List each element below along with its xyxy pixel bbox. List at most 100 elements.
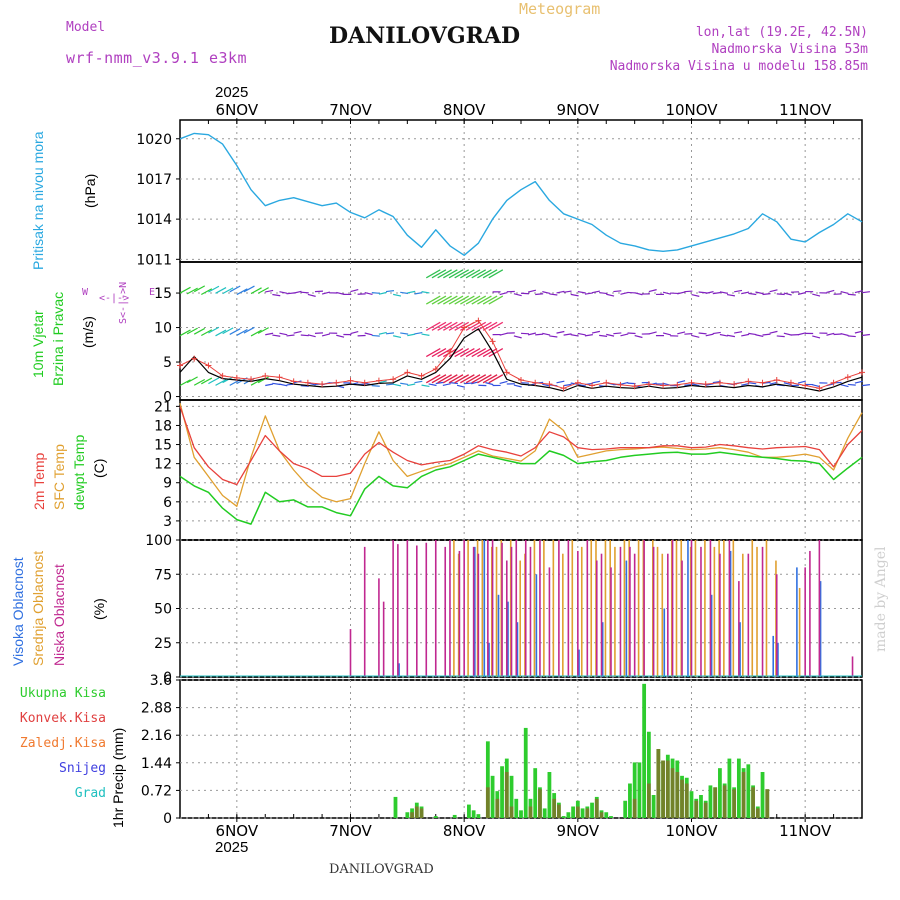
wind-arrow — [840, 384, 849, 388]
precip-total-bar — [519, 810, 523, 818]
wind-arrow — [499, 380, 508, 384]
wind-gust-marker — [276, 374, 283, 381]
wind-gust-marker — [617, 381, 624, 388]
y-tick-label: 6 — [163, 495, 172, 511]
precip-total-bar — [433, 816, 438, 818]
y-tick-label: 0.72 — [141, 783, 172, 799]
wind-arrow — [847, 383, 856, 386]
wind-arrow — [193, 378, 206, 386]
wind-arrow — [385, 332, 395, 335]
wind-arrow — [584, 292, 593, 295]
wind-arrow — [691, 293, 700, 297]
precip-total-bar — [642, 683, 647, 818]
wind-arrow — [854, 290, 863, 294]
wind-arrow — [698, 332, 707, 335]
precip-total-bar — [760, 772, 765, 818]
precip-convective-bar — [599, 812, 604, 818]
wind-arrow — [840, 290, 849, 295]
wind-arrow — [364, 332, 373, 336]
wind-arrow-strong — [488, 374, 504, 384]
precip-convective-bar — [585, 808, 590, 818]
wind-arrow — [691, 334, 700, 338]
wind-arrow — [371, 292, 380, 294]
wind-arrow — [499, 291, 508, 296]
wind-arrow — [265, 332, 274, 336]
wind-arrow — [741, 383, 750, 386]
precip-convective-bar — [410, 812, 414, 818]
wind-arrow-strong — [443, 321, 458, 331]
wind-arrow — [421, 333, 430, 336]
wind-arrow — [400, 332, 409, 335]
precip-total-bar — [500, 766, 504, 818]
wind-gust-marker — [489, 338, 496, 345]
wind-arrow — [584, 334, 593, 337]
compass-horizontal: <-|-> — [99, 293, 130, 304]
precip-convective-bar — [485, 787, 490, 818]
wind-arrow — [286, 334, 295, 337]
wind-arrow — [400, 291, 409, 295]
wind-arrow — [734, 331, 743, 334]
legend-freezing-rain: Zaledj.Kisa — [19, 736, 106, 751]
precip-convective-bar — [504, 772, 509, 818]
wind-arrow — [705, 333, 714, 337]
wind-arrow — [812, 384, 821, 388]
wind-gust-marker — [361, 379, 368, 386]
precip-convective-bar — [675, 772, 680, 818]
precip-total-bar — [708, 785, 713, 818]
precip-total-bar — [467, 804, 471, 818]
precip-total-bar — [490, 775, 495, 818]
precip-total-bar — [571, 806, 575, 818]
precip-convective-bar — [741, 772, 746, 818]
wind-arrow — [620, 333, 629, 337]
wind-arrow — [719, 291, 728, 294]
wind-arrow — [186, 327, 198, 335]
wind-arrow — [250, 378, 262, 386]
wind-arrow — [272, 293, 281, 297]
wind-arrow — [677, 291, 686, 295]
wind-arrow — [286, 292, 295, 295]
wind-arrow — [336, 291, 345, 295]
day-label-top: 10NOV — [665, 101, 718, 119]
wind-arrow-strong — [465, 321, 481, 331]
wind-arrow — [414, 292, 423, 295]
wind-arrow — [599, 334, 608, 337]
wind-arrow — [634, 292, 643, 296]
wind-arrow — [591, 380, 600, 384]
precip-convective-bar — [684, 783, 689, 818]
wind-arrow — [279, 332, 288, 336]
precip-convective-bar — [751, 787, 755, 818]
wind-arrow — [677, 380, 686, 384]
wind-arrow — [513, 384, 522, 388]
wind-arrow — [684, 332, 693, 335]
wind-arrow-strong — [443, 295, 458, 305]
wind-arrow — [243, 326, 255, 334]
wind-gust-marker — [674, 381, 681, 388]
wind-arrow-strong — [443, 374, 458, 384]
wind-arrow — [201, 377, 213, 385]
wind-arrow-strong — [460, 295, 475, 305]
precip-convective-bar — [732, 789, 737, 818]
wind-arrow — [847, 293, 856, 296]
precip-convective-bar — [495, 798, 500, 818]
wind-arrow — [272, 334, 281, 337]
wind-gust-marker — [859, 369, 865, 376]
wind-arrow — [208, 326, 220, 334]
precip-total-bar — [485, 741, 490, 818]
wind-gust-marker — [248, 376, 255, 383]
wind-arrow-strong — [460, 374, 475, 384]
wind-arrow — [783, 382, 792, 386]
precip-total-bar — [476, 814, 481, 818]
wind-arrow — [797, 332, 806, 336]
legend-snow: Snijeg — [59, 761, 106, 776]
wind-arrow-strong — [482, 321, 498, 331]
precip-total-bar — [523, 727, 528, 818]
wind-arrow-strong — [477, 269, 492, 279]
wind-arrow — [591, 290, 600, 294]
y-tick-label: 1014 — [136, 212, 172, 228]
y-tick-label: 75 — [154, 567, 172, 583]
wind-arrow — [449, 382, 458, 385]
wind-arrow — [265, 289, 274, 293]
wind-arrow — [797, 291, 806, 296]
wind-gust-marker — [304, 379, 311, 386]
wind-arrow — [570, 293, 579, 297]
